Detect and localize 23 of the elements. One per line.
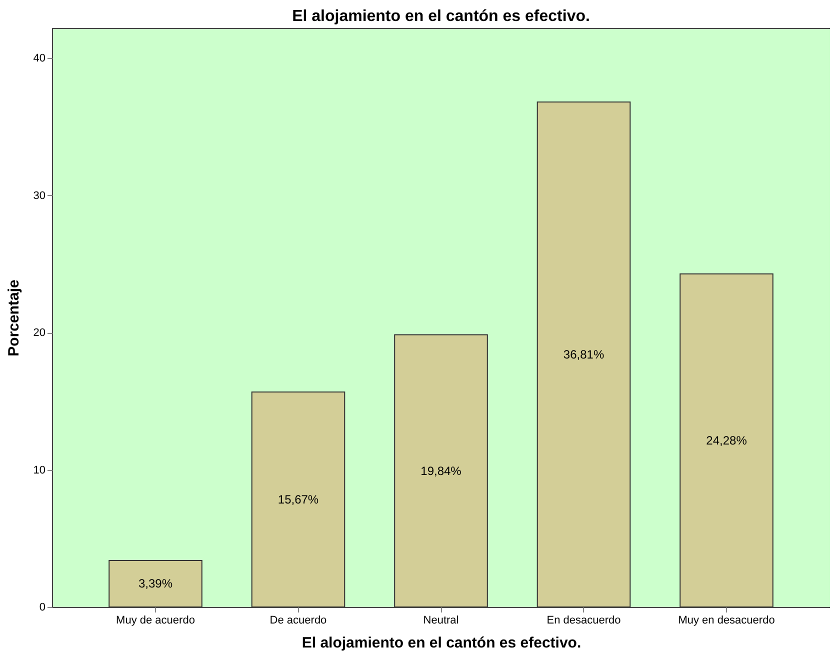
y-tick-label: 30: [33, 190, 46, 202]
data-label: 3,39%: [138, 576, 173, 591]
y-tick-label: 10: [33, 464, 46, 476]
x-tick-label: En desacuerdo: [546, 614, 621, 626]
data-label: 24,28%: [706, 433, 748, 448]
data-label: 15,67%: [278, 492, 319, 506]
bar: [108, 560, 202, 608]
data-label: 19,84%: [420, 464, 462, 478]
bar: [536, 101, 631, 608]
bar: [680, 273, 774, 608]
y-tick-label: 20: [33, 327, 46, 340]
bar: [251, 392, 346, 608]
y-axis-title: Porcentaje: [5, 280, 22, 356]
bar: [394, 334, 488, 608]
x-tick-label: Muy de acuerdo: [116, 614, 195, 626]
x-axis-title: El alojamiento en el cantón es efectivo.: [302, 634, 582, 652]
chart-title: El alojamiento en el cantón es efectivo.: [292, 8, 590, 25]
x-tick-label: Muy en desacuerdo: [678, 614, 775, 626]
x-tick-label: Neutral: [423, 614, 459, 626]
y-tick-label: 0: [39, 602, 46, 614]
data-label: 36,81%: [563, 347, 604, 362]
x-tick-label: De acuerdo: [270, 614, 327, 626]
y-tick-label: 40: [33, 52, 46, 65]
